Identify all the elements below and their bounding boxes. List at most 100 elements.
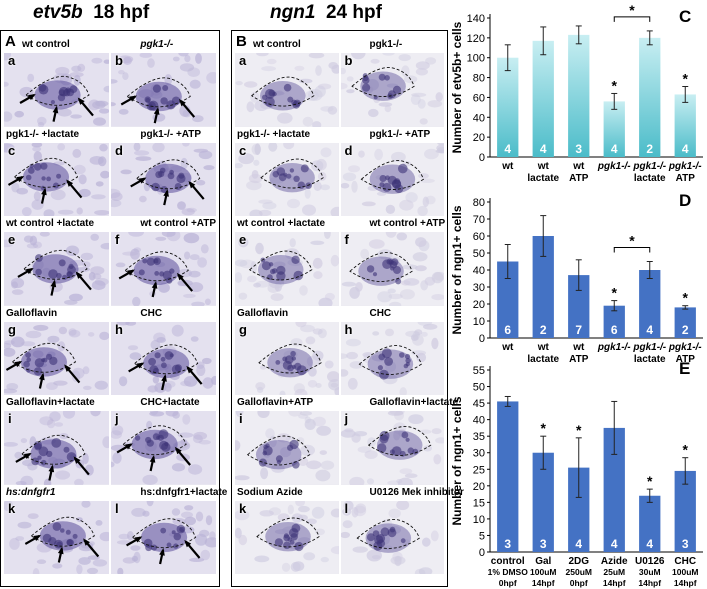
micrograph-label: CHC+lactate xyxy=(140,397,200,408)
x-category-label: wt xyxy=(501,342,514,353)
micrograph-sublabel: j xyxy=(115,411,119,426)
micrograph-image xyxy=(111,53,216,127)
bar xyxy=(497,261,519,338)
y-axis-label: Number of ngn1+ cells xyxy=(450,205,464,334)
n-label: 4 xyxy=(611,142,618,156)
ngn1-gene-name: ngn1 xyxy=(270,2,316,23)
micrograph-image xyxy=(340,321,444,395)
n-label: 6 xyxy=(611,323,618,337)
x-category-label: lactate xyxy=(527,354,559,365)
comparison-bracket xyxy=(613,247,651,253)
x-category-label: CHC xyxy=(674,556,696,567)
micrograph-frame: h xyxy=(111,321,216,395)
n-label: 2 xyxy=(682,323,689,337)
panel-letter: E xyxy=(679,362,690,378)
micrograph-sublabel: e xyxy=(239,232,247,247)
micrograph-sublabel: b xyxy=(344,53,353,68)
micrograph-frame: k xyxy=(4,500,109,574)
micrograph-label: CHC xyxy=(140,307,163,319)
micrograph-frame: k xyxy=(235,500,339,574)
micrograph-cell: wt control +ATP f xyxy=(340,218,445,306)
micrograph-label: wt control xyxy=(253,39,301,50)
micrograph-frame: i xyxy=(235,411,339,485)
bar xyxy=(568,467,590,552)
x-category-label: 1% DMSO xyxy=(488,567,529,577)
micrograph-sublabel: b xyxy=(115,53,123,68)
micrograph-sublabel: i xyxy=(239,411,243,426)
micrograph-cell: wt control +lactate e xyxy=(235,218,339,306)
micrograph-image xyxy=(235,321,339,395)
n-label: 4 xyxy=(611,537,618,551)
micrograph-image xyxy=(235,53,339,127)
panel-a: A wt control a pgk1-/- b pgk1-/- +lactate c pg… xyxy=(0,30,227,587)
significance-star: * xyxy=(541,420,547,436)
y-tick-label: 100 xyxy=(467,53,485,65)
micrograph-image xyxy=(340,232,444,306)
n-label: 4 xyxy=(682,142,689,156)
n-label: 2 xyxy=(646,142,653,156)
x-category-label: pgk1-/- xyxy=(668,161,702,172)
bar xyxy=(568,275,590,338)
micrograph-cell: Galloflavin g xyxy=(4,307,109,395)
micrograph-label: pgk1-/- +ATP xyxy=(369,128,431,140)
micrograph-cell: Galloflavin+lactate j xyxy=(340,397,458,485)
y-tick-label: 30 xyxy=(473,282,485,294)
x-category-label: ATP xyxy=(676,354,696,365)
x-category-label: control xyxy=(491,556,525,567)
n-label: 3 xyxy=(575,142,582,156)
micrograph-frame: g xyxy=(4,321,109,395)
x-category-label: ATP xyxy=(569,173,589,184)
micrograph-label: wt control +lactate xyxy=(6,218,95,229)
significance-star: * xyxy=(683,71,689,87)
micrograph-cell: Galloflavin g xyxy=(235,308,339,395)
micrograph-image xyxy=(4,411,109,485)
bar xyxy=(532,236,554,338)
micrograph-cell: wt control +ATP f xyxy=(111,218,216,306)
y-tick-label: 20 xyxy=(473,481,485,493)
bar xyxy=(568,34,590,157)
bar xyxy=(497,401,519,552)
panel-b: B wt control a pgk1-/- b pgk1-/- +lactate c pg… xyxy=(231,30,464,587)
y-tick-label: 40 xyxy=(473,265,485,277)
n-label: 6 xyxy=(504,323,511,337)
micrograph-sublabel: h xyxy=(344,321,353,337)
micrograph-image xyxy=(235,500,339,574)
x-category-label: lactate xyxy=(634,173,666,184)
bar xyxy=(497,57,519,157)
y-tick-label: 80 xyxy=(473,73,485,85)
x-category-label: pgk1-/- xyxy=(597,342,631,353)
x-category-label: pgk1-/- xyxy=(632,161,666,172)
micrograph-cell: pgk1-/- +lactate c xyxy=(4,128,109,216)
micrograph-sublabel: c xyxy=(239,142,247,158)
n-label: 4 xyxy=(575,537,582,551)
y-tick-label: 20 xyxy=(473,132,485,144)
x-category-label: 14hpf xyxy=(674,578,697,588)
n-label: 4 xyxy=(540,142,547,156)
micrograph-frame: b xyxy=(340,53,444,127)
bar xyxy=(532,452,554,552)
x-category-label: 14hpf xyxy=(532,578,555,588)
panel-a-letter: A xyxy=(5,33,16,50)
n-label: 3 xyxy=(540,537,547,551)
micrograph-label: Galloflavin xyxy=(6,307,58,319)
micrograph-frame: d xyxy=(111,142,216,216)
x-category-label: Azide xyxy=(601,556,628,567)
x-category-label: 25uM xyxy=(603,567,625,577)
bar xyxy=(674,307,696,338)
x-category-label: 14hpf xyxy=(638,578,661,588)
y-tick-label: 140 xyxy=(467,13,485,25)
x-category-label: wt xyxy=(537,342,550,353)
micrograph-sublabel: e xyxy=(8,232,16,247)
micrograph-cell: Sodium Azide k xyxy=(235,487,339,574)
micrograph-image xyxy=(4,53,109,127)
micrograph-sublabel: c xyxy=(8,142,16,158)
x-category-label: 30uM xyxy=(639,567,661,577)
micrograph-frame: e xyxy=(235,232,339,306)
significance-star: * xyxy=(683,442,689,458)
x-category-label: ATP xyxy=(569,354,589,365)
micrograph-label: pgk1-/- +lactate xyxy=(6,128,80,140)
n-label: 3 xyxy=(682,537,689,551)
x-category-label: Gal xyxy=(535,556,551,567)
micrograph-image xyxy=(111,500,216,574)
micrograph-cell: wt control +lactate e xyxy=(4,218,109,306)
